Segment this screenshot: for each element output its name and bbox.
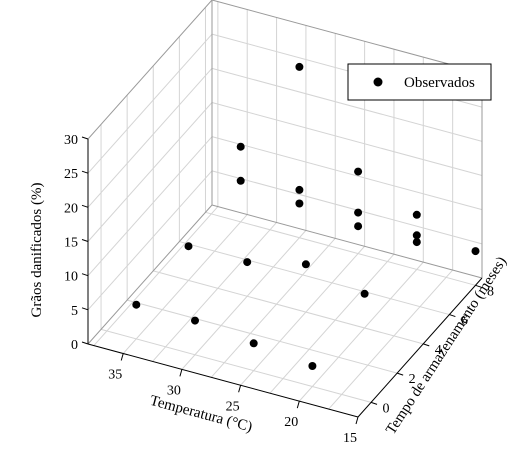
z-axis-label: Grãos danificados (%) [29, 183, 45, 318]
y-tick-mark [449, 314, 456, 318]
y-tick-label: 0 [383, 401, 390, 416]
pane-border [211, 204, 483, 279]
data-point [295, 62, 304, 71]
z-tick-label: 5 [71, 304, 78, 319]
data-point [308, 362, 317, 370]
data-point [412, 210, 421, 219]
data-point [354, 167, 363, 176]
data-point [295, 199, 304, 208]
z-tick-label: 10 [64, 270, 78, 285]
left-wall-grid-line [87, 68, 213, 208]
x-tick-mark [238, 385, 242, 393]
z-tick-label: 25 [64, 167, 78, 182]
left-wall-grid-line [87, 170, 213, 311]
y-tick-mark [475, 284, 482, 288]
y-tick-labels: 0 2 4 6 8 [383, 284, 494, 416]
axes [81, 136, 483, 425]
data-point [471, 247, 480, 256]
floor-grid-line [269, 253, 395, 394]
legend: Observados [347, 63, 492, 101]
floor-grid-line [122, 214, 248, 354]
left-wall-grid-line [87, 33, 213, 174]
x-tick-label: 35 [108, 368, 122, 383]
z-tick-mark [81, 204, 89, 208]
y-tick-mark [423, 343, 430, 347]
y-tick-mark [370, 401, 378, 405]
y-tick-mark [396, 372, 404, 376]
z-tick-mark [81, 341, 89, 345]
data-point [412, 238, 421, 247]
back-wall-grid-line [211, 170, 483, 245]
floor-grid-line [298, 261, 424, 402]
z-tick-mark [81, 239, 89, 242]
z-tick-mark [81, 307, 89, 311]
back-wall-grid-line [211, 67, 483, 142]
data-point [132, 300, 141, 309]
z-tick-label: 0 [71, 338, 78, 353]
z-tick-mark [81, 273, 89, 277]
left-wall-grid-line [87, 102, 213, 242]
floor-grid-line [127, 299, 398, 374]
data-point [236, 142, 245, 151]
x-tick-label: 30 [167, 383, 181, 398]
back-wall-grid-line [211, 102, 483, 176]
y-axis-line [357, 277, 483, 418]
y-tick-label: 6 [461, 314, 468, 329]
floor-grid-line [328, 269, 454, 410]
legend-label: Observados [404, 75, 475, 91]
z-tick-label: 30 [64, 133, 78, 148]
x-tick-mark [355, 416, 359, 425]
x-tick-label: 20 [284, 415, 298, 430]
y-axis-label: Tempo de armazenamento (meses) [383, 254, 510, 438]
pane-border [87, 204, 213, 345]
legend-box [347, 63, 492, 101]
grid-lines [87, 0, 483, 410]
data-point [184, 242, 193, 251]
x-tick-labels: 35 30 25 20 15 [108, 368, 357, 446]
x-axis-line [87, 343, 359, 418]
data-point [354, 222, 363, 231]
data-point [360, 289, 369, 298]
left-wall-grid-line [87, 136, 213, 276]
z-tick-mark [81, 170, 89, 174]
x-tick-mark [296, 400, 300, 409]
floor-grid-line [181, 230, 307, 370]
data-point [354, 208, 363, 217]
floor-grid-line [205, 211, 476, 286]
back-wall-grid-line [211, 136, 483, 211]
data-point [236, 176, 245, 185]
x-tick-label: 15 [343, 431, 357, 446]
z-tick-labels: 0 5 10 15 20 25 30 [64, 133, 78, 353]
floor-grid-line [153, 270, 424, 345]
data-point [191, 316, 199, 325]
data-point [301, 260, 310, 269]
floor-grid-line [100, 328, 372, 403]
z-tick-label: 15 [64, 236, 78, 251]
x-tick-label: 25 [226, 399, 240, 414]
floor-grid-line [179, 241, 450, 316]
z-tick-label: 20 [64, 201, 78, 216]
legend-marker [373, 77, 383, 87]
floor-grid-line [240, 245, 365, 386]
data-point [295, 185, 304, 194]
z-tick-mark [81, 136, 89, 140]
pane-border [87, 0, 213, 140]
y-tick-label: 2 [409, 372, 416, 387]
floor-grid-line [152, 222, 277, 362]
data-points [132, 62, 480, 370]
pane-border [211, 0, 483, 74]
data-point [412, 231, 421, 240]
x-tick-mark [179, 369, 183, 377]
y-tick-label: 8 [487, 284, 494, 299]
floor-grid-line [93, 206, 219, 346]
x-tick-mark [120, 353, 124, 361]
data-point [249, 339, 258, 348]
y-tick-label: 4 [435, 343, 442, 358]
floor-grid-line [210, 237, 336, 378]
data-point [243, 258, 252, 267]
